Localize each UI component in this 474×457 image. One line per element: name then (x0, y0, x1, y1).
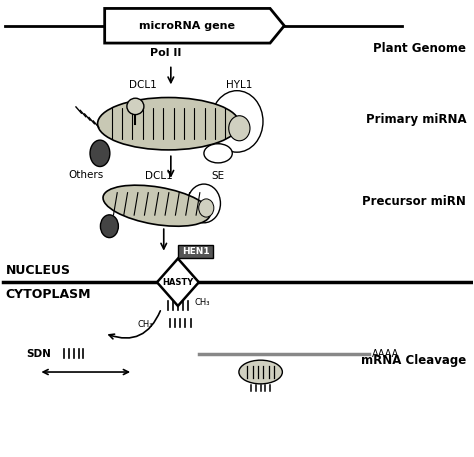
Text: SE: SE (211, 170, 225, 181)
Text: Primary miRNA: Primary miRNA (365, 113, 466, 126)
Ellipse shape (187, 184, 220, 223)
Text: CH₃: CH₃ (194, 298, 210, 307)
Text: CH₃: CH₃ (138, 320, 154, 329)
Ellipse shape (100, 215, 118, 238)
Text: Pol II: Pol II (150, 48, 182, 58)
Text: SDN: SDN (27, 349, 52, 359)
FancyBboxPatch shape (178, 245, 213, 258)
Text: mRNA Cleavage: mRNA Cleavage (361, 354, 466, 367)
Text: Plant Genome: Plant Genome (373, 42, 466, 55)
Polygon shape (157, 259, 199, 306)
Text: DCL1: DCL1 (128, 80, 156, 90)
Text: AAAA: AAAA (372, 349, 399, 359)
Ellipse shape (199, 199, 214, 217)
Text: HASTY: HASTY (162, 278, 193, 287)
Ellipse shape (239, 360, 283, 384)
Ellipse shape (90, 140, 110, 166)
Text: microRNA gene: microRNA gene (139, 21, 236, 31)
Ellipse shape (98, 97, 239, 150)
Polygon shape (105, 8, 284, 43)
Text: NUCLEUS: NUCLEUS (5, 264, 71, 277)
Text: CYTOPLASM: CYTOPLASM (5, 288, 91, 301)
Text: HYL1: HYL1 (226, 80, 253, 90)
Text: Others: Others (68, 170, 103, 180)
Ellipse shape (204, 144, 232, 163)
Ellipse shape (229, 116, 250, 141)
Text: HEN1: HEN1 (182, 247, 210, 256)
Ellipse shape (103, 185, 210, 226)
Circle shape (127, 98, 144, 115)
Text: DCL1: DCL1 (145, 170, 173, 181)
Text: Precursor miRN: Precursor miRN (362, 195, 466, 207)
Ellipse shape (211, 90, 263, 152)
